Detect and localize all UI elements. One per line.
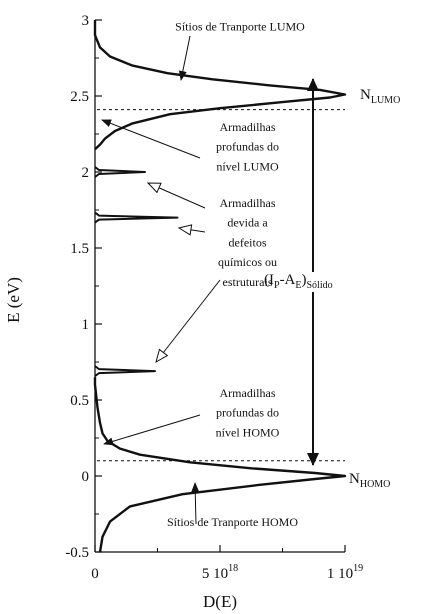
arrow-homo-trap (103, 414, 201, 446)
n-lumo-main: N (360, 87, 371, 103)
gap-ip-sub: P (274, 280, 280, 291)
annotation-text: profundas do (216, 140, 279, 154)
annotation-text: estruturais (223, 275, 273, 289)
trap-peak (94, 166, 146, 178)
gap-ae-sub: E (295, 280, 301, 291)
y-tick-label: -0.5 (65, 545, 89, 561)
x-tick-label: 0 (91, 566, 99, 582)
gap-phase-sub: Sólido (307, 280, 333, 291)
y-tick-label: 3 (82, 13, 90, 29)
curves-layer (93, 20, 347, 553)
y-tick-label: 1.5 (70, 241, 89, 257)
trap-peak (94, 211, 179, 224)
arrow-lumo-transport (178, 35, 191, 81)
arrow-homo-transport (191, 482, 200, 525)
n-lumo-sub: LUMO (371, 95, 400, 106)
y-axis-label: E (eV) (4, 277, 23, 323)
homo-gaussian-curve (93, 377, 347, 553)
arrow-chem-defect-1 (148, 183, 206, 209)
reference-lines (97, 109, 345, 462)
y-tick-label: 0 (82, 469, 90, 485)
n-homo-sub: HOMO (360, 479, 391, 490)
gap-open: (I (264, 272, 274, 288)
annotation-text: nível HOMO (216, 425, 280, 439)
n-homo-main: N (349, 471, 360, 487)
annotation-text: Armadilhas (220, 120, 276, 134)
arrow-chem-defect-2 (179, 228, 206, 232)
annotation-text: Armadilhas (220, 386, 276, 400)
annotation-text: devida a (227, 216, 268, 230)
x-axis-label: D(E) (203, 592, 237, 611)
y-tick-label: 2.5 (70, 89, 89, 105)
gap-label: (IP-AE)Sólido (264, 272, 333, 291)
n-lumo-label: NLUMO (360, 87, 400, 106)
y-tick-label: 2 (82, 165, 90, 181)
gap-mid: -A (280, 272, 296, 288)
y-tick-label: 1 (82, 317, 90, 333)
arrow-lumo-trap (101, 119, 201, 159)
x-tick-label: 1 1019 (327, 563, 363, 582)
annotation-text: Sítios de Tranporte HOMO (167, 515, 298, 529)
annotation-text: Armadilhas (220, 196, 276, 210)
annotation-arrows (101, 35, 221, 525)
annotations-layer: Sítios de Tranporte LUMO Sítios de Tranpo… (167, 20, 305, 530)
trap-peak (94, 365, 156, 377)
x-tick-label: 5 1018 (202, 563, 238, 582)
annotation-text: nível LUMO (216, 159, 279, 173)
ticks-layer: -0.500.511.522.530 5 1018 1 1019 (65, 13, 363, 582)
arrow-chem-defect-3 (156, 279, 221, 362)
gap-close: ) (302, 272, 307, 288)
annotation-text: profundas do (216, 406, 279, 420)
n-homo-label: NHOMO (349, 471, 390, 490)
annotation-text: químicos ou (218, 255, 277, 269)
annotation-text: defeitos (229, 235, 267, 249)
y-tick-label: 0.5 (70, 393, 89, 409)
annotation-text: Sítios de Tranporte LUMO (175, 20, 305, 34)
lumo-gaussian-curve (93, 20, 347, 151)
